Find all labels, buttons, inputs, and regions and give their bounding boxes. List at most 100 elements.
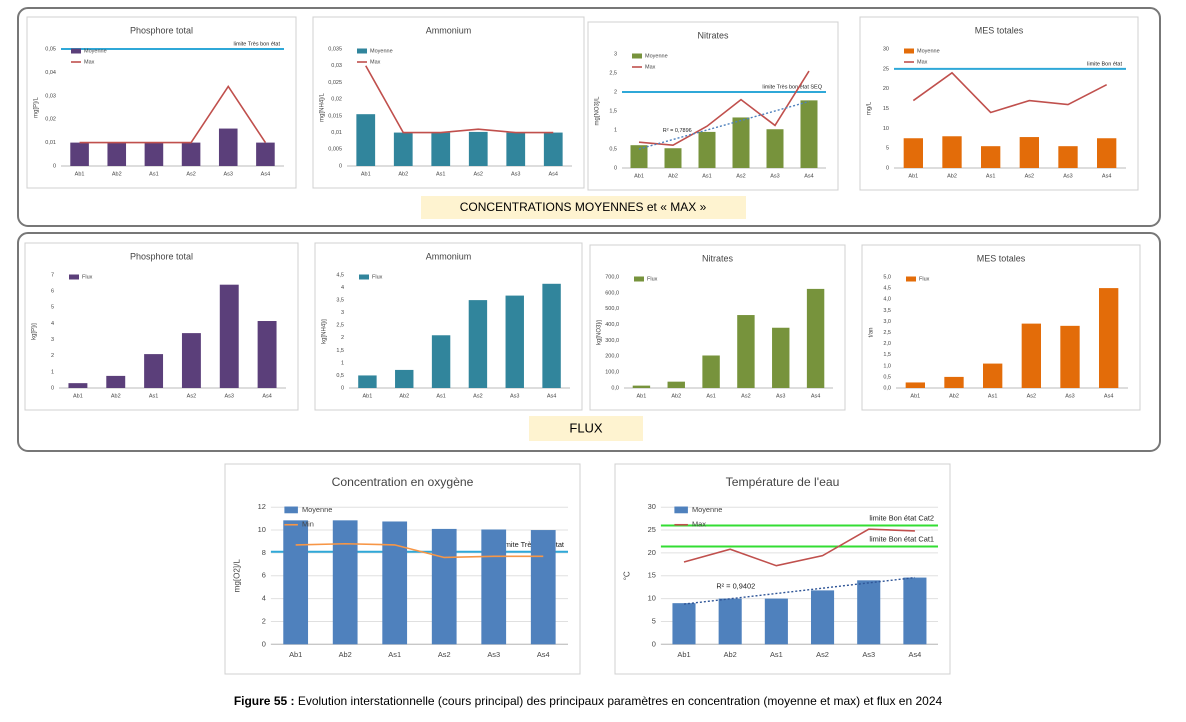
x-tick-label: Ab2 [671,393,681,399]
x-tick-label: Ab2 [724,650,737,659]
y-axis-label: °C [622,571,631,580]
legend-label: Moyenne [645,53,668,59]
bar [481,529,507,645]
legend-label: Max [370,59,381,65]
bar [107,142,127,166]
y-tick-label: 0 [652,639,656,648]
bar [219,284,239,388]
chart-title: Ammonium [426,25,472,35]
x-tick-label: Ab2 [339,650,352,659]
y-tick-label: 15 [648,571,656,580]
x-tick-label: Ab2 [947,173,957,179]
legend-label: Moyenne [84,48,107,54]
y-tick-label: 4 [51,321,54,327]
legend-swatch [69,274,79,280]
y-tick-label: 0,5 [609,146,617,152]
y-tick-label: 300,0 [605,338,619,344]
y-tick-label: 5 [886,146,889,152]
bar [468,131,488,166]
y-axis-label: mg/L [867,101,873,115]
legend-swatch [906,276,916,282]
x-tick-label: Ab2 [399,393,409,399]
caption-text: Evolution interstationnelle (cours princ… [295,694,943,708]
y-axis-label: mg[P]/L [34,97,40,118]
y-tick-label: 1,5 [883,352,891,358]
y-tick-label: 600,0 [605,290,619,296]
bar [1058,146,1078,168]
legend-swatch [674,506,688,514]
chart-title: Nitrates [702,253,734,263]
x-tick-label: As1 [702,173,711,179]
y-tick-label: 0 [339,163,342,169]
reference-label: limite Très bon état SEQ [762,84,822,90]
bar [257,321,277,388]
y-tick-label: 1 [341,360,344,366]
y-tick-label: 4 [262,594,266,603]
y-tick-label: 10 [648,594,656,603]
bar [431,132,451,166]
bar [664,148,682,168]
y-tick-label: 0 [262,639,266,648]
y-axis-label: mg[NH4]/L [320,93,326,122]
y-tick-label: 100,0 [605,370,619,376]
y-tick-label: 20 [648,548,656,557]
bar [468,300,488,388]
bar [667,381,685,388]
y-tick-label: 1 [51,369,54,375]
x-tick-label: Ab2 [111,393,121,399]
y-tick-label: 0,015 [328,113,342,119]
x-tick-label: As2 [187,393,196,399]
bar [732,117,750,168]
legend-label: Moyenne [302,505,332,514]
y-tick-label: 0,03 [45,93,56,99]
group-label-box [421,196,746,219]
x-tick-label: Ab2 [949,393,959,399]
legend-swatch [632,53,642,59]
y-tick-label: 1 [614,127,617,133]
bar [1060,325,1080,388]
y-tick-label: 0 [614,165,617,171]
bar [764,598,788,645]
y-tick-label: 1,5 [336,348,344,354]
bar [1019,137,1039,168]
bar [857,580,881,645]
x-tick-label: As1 [986,173,995,179]
bar [806,288,825,388]
legend-label: Flux [82,274,93,280]
bar [672,603,696,645]
bar [431,335,451,388]
chart-title: MES totales [977,253,1026,263]
x-tick-label: Ab1 [910,393,920,399]
group-label-box [529,416,643,441]
line [683,528,915,567]
x-tick-label: As1 [706,393,715,399]
legend-swatch [357,48,367,54]
y-tick-label: 30 [648,502,656,511]
x-tick-label: As1 [149,393,158,399]
bar [981,146,1001,168]
x-tick-label: As1 [988,393,997,399]
line [295,542,544,559]
group-label: FLUX [569,420,603,435]
x-tick-label: As3 [1063,173,1072,179]
x-tick-label: As4 [909,650,922,659]
chart-title: MES totales [975,25,1024,35]
bar [543,132,563,166]
y-tick-label: 10 [258,525,266,534]
y-tick-label: 2 [262,616,266,625]
y-tick-label: 0,0 [883,385,891,391]
bar [70,142,89,166]
bar [737,315,755,388]
x-tick-label: As3 [487,650,500,659]
group-label: CONCENTRATIONS MOYENNES et « MAX » [460,200,707,214]
legend-label: Max [84,59,95,65]
x-tick-label: As3 [225,393,234,399]
x-tick-label: As1 [149,171,158,177]
x-tick-label: Ab2 [398,171,408,177]
bar [903,577,927,645]
chart-title: Phosphore total [130,25,193,35]
bar [1021,323,1041,388]
bar [718,598,742,645]
caption-label: Figure 55 : [234,694,295,708]
